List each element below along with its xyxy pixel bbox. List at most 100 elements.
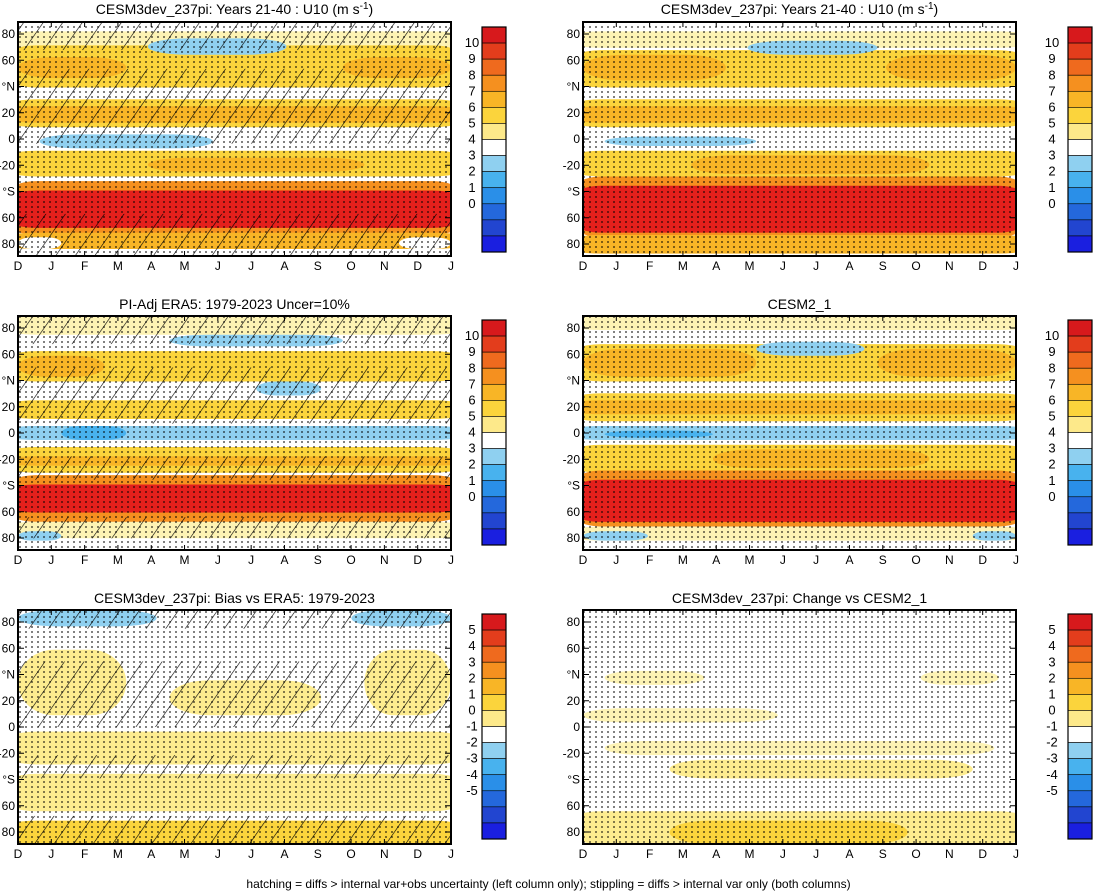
colorbar-swatch — [481, 677, 507, 695]
x-tick-label: F — [646, 847, 653, 861]
colorbar-swatch — [481, 613, 507, 631]
y-tick-label: °N — [2, 80, 15, 94]
x-tick-label: J — [1013, 847, 1019, 861]
x-tick-label: D — [978, 553, 987, 567]
colorbar-label: 7 — [1048, 376, 1055, 391]
x-tick-label: J — [780, 847, 786, 861]
colorbar-swatch — [481, 26, 507, 44]
x-tick-label: O — [911, 847, 920, 861]
colorbar-swatch — [1067, 742, 1093, 759]
colorbar-swatch — [1067, 694, 1093, 711]
x-tick-label: J — [448, 847, 454, 861]
colorbar-swatch — [1067, 726, 1093, 743]
x-tick-label: D — [579, 259, 588, 273]
colorbar-label: 10 — [1045, 328, 1059, 343]
colorbar-swatch — [1067, 42, 1093, 60]
plot-area — [583, 610, 1016, 844]
colorbar-label: 3 — [468, 148, 475, 163]
colorbar-label: 4 — [468, 425, 475, 440]
stippling — [18, 316, 451, 550]
colorbar-label: 8 — [1048, 360, 1055, 375]
colorbar-swatch — [481, 319, 507, 337]
colorbar-swatch — [1067, 171, 1093, 189]
hatching — [18, 755, 451, 779]
colorbar-swatch — [1067, 661, 1093, 679]
colorbar-label: 4 — [1048, 425, 1055, 440]
colorbar-swatch — [1067, 26, 1093, 44]
colorbar-label: -1 — [1046, 719, 1058, 734]
colorbar-swatch — [1067, 383, 1093, 401]
y-tick-label: 80 — [567, 531, 581, 545]
colorbar-swatch — [481, 367, 507, 385]
colorbar-swatch — [481, 74, 507, 92]
colorbar-label: 2 — [468, 670, 475, 685]
colorbar-swatch — [481, 123, 507, 140]
colorbar-label: -5 — [1046, 783, 1058, 798]
x-tick-label: M — [678, 259, 688, 273]
x-tick-label: J — [48, 847, 54, 861]
colorbar-label: 0 — [468, 196, 475, 211]
colorbar-swatch — [481, 790, 507, 808]
x-tick-label: F — [81, 259, 88, 273]
colorbar-swatch — [1067, 416, 1093, 433]
colorbar-swatch — [481, 351, 507, 369]
y-tick-label: °S — [2, 773, 15, 787]
colorbar-label: 4 — [1048, 638, 1055, 653]
colorbar-swatch — [1067, 822, 1093, 840]
x-tick-label: J — [215, 553, 221, 567]
y-tick-label: 60 — [2, 53, 16, 67]
y-tick-label: 80 — [2, 825, 16, 839]
colorbar-label: 9 — [468, 344, 475, 359]
x-tick-label: O — [911, 553, 920, 567]
y-tick-label: 80 — [567, 321, 581, 335]
y-tick-label: 60 — [2, 211, 16, 225]
colorbar-swatch — [1067, 107, 1093, 124]
colorbar-swatch — [1067, 774, 1093, 792]
x-tick-label: J — [813, 847, 819, 861]
colorbar-label: 10 — [1045, 35, 1059, 50]
colorbar-label: 5 — [468, 408, 475, 423]
plot-area — [18, 610, 451, 844]
colorbar-label: 10 — [465, 328, 479, 343]
colorbar-swatch — [481, 171, 507, 189]
colorbar-swatch — [481, 629, 507, 647]
x-tick-label: M — [113, 259, 123, 273]
colorbar-label: 2 — [1048, 457, 1055, 472]
colorbar-swatch — [481, 107, 507, 124]
colorbar-swatch — [481, 758, 507, 776]
panels-layer: CESM3dev_237pi: Years 21-40 : U10 (m s-1… — [0, 1, 1093, 861]
x-tick-label: J — [248, 847, 254, 861]
unit-close: ) — [369, 1, 374, 17]
hatching — [18, 517, 451, 539]
x-tick-label: J — [215, 259, 221, 273]
colorbar-label: -3 — [466, 751, 478, 766]
plot-area — [583, 22, 1016, 256]
colorbar-label: 6 — [1048, 392, 1055, 407]
x-tick-label: J — [813, 259, 819, 273]
colorbar-swatch — [481, 448, 507, 465]
colorbar-frame — [1067, 613, 1093, 840]
colorbar-swatch — [481, 726, 507, 743]
colorbar-label: 6 — [468, 392, 475, 407]
colorbar-swatch — [1067, 528, 1093, 546]
panel-title: CESM2_1 — [768, 296, 832, 312]
x-tick-label: D — [978, 259, 987, 273]
panel-title: CESM3dev_237pi: Bias vs ERA5: 1979-2023 — [94, 590, 375, 606]
x-tick-label: D — [14, 259, 23, 273]
y-tick-label: 20 — [2, 694, 16, 708]
y-tick-label: 80 — [2, 615, 16, 629]
colorbar-frame — [481, 26, 507, 253]
x-tick-label: J — [248, 553, 254, 567]
colorbar-label: -1 — [466, 719, 478, 734]
colorbar-label: 3 — [1048, 441, 1055, 456]
colorbar-swatch — [1067, 351, 1093, 369]
hatching — [18, 22, 451, 51]
colorbar-label: 4 — [468, 132, 475, 147]
colorbar-swatch — [1067, 432, 1093, 449]
colorbar-label: 1 — [468, 473, 475, 488]
x-tick-label: D — [413, 847, 422, 861]
colorbar-swatch — [1067, 90, 1093, 108]
colorbar-swatch — [1067, 74, 1093, 92]
y-tick-label: 20 — [2, 106, 16, 120]
